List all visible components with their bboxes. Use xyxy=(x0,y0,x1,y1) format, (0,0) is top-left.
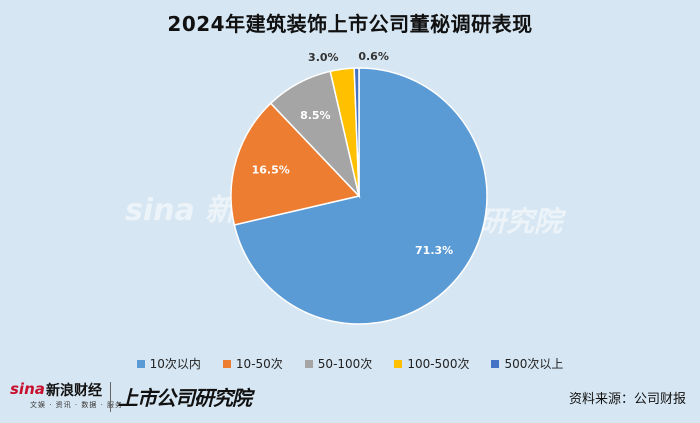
pie-slice-2 xyxy=(230,102,361,226)
data-source: 资料来源：公司财报 xyxy=(568,392,686,407)
legend-label-1: 10次以内 xyxy=(149,357,201,371)
sina-finance-subtitle: 文娱 · 资讯 · 数据 · 服务 xyxy=(30,401,124,409)
legend-item-5: 500次以上 xyxy=(491,355,563,372)
research-institute-logo: 上市公司研究院 xyxy=(118,386,252,410)
legend-label-2: 10-50次 xyxy=(235,357,283,371)
legend-item-4: 100-500次 xyxy=(394,355,469,372)
sina-logo: sina xyxy=(10,380,45,398)
legend-label-4: 100-500次 xyxy=(407,357,470,371)
pie-data-label-1: 71.3% xyxy=(415,244,453,257)
pie-data-label-5: 0.6% xyxy=(358,50,389,63)
pie-data-label-2: 16.5% xyxy=(252,164,290,177)
legend-swatch-5 xyxy=(491,359,500,368)
pie-data-label-3: 8.5% xyxy=(300,109,331,122)
sina-finance-logo-text: 新浪财经 xyxy=(46,383,102,399)
legend-swatch-1 xyxy=(136,359,145,368)
logo-divider xyxy=(110,382,111,412)
chart-title: 2024年建筑装饰上市公司董秘调研表现 xyxy=(167,12,533,36)
pie-slice-5 xyxy=(353,67,360,197)
legend-swatch-3 xyxy=(304,359,313,368)
pie-slice-1 xyxy=(233,67,488,325)
legend-item-1: 10次以内 xyxy=(136,355,201,372)
legend-swatch-2 xyxy=(222,359,231,368)
legend-swatch-4 xyxy=(394,359,403,368)
chart-legend: 10次以内 10-50次 50-100次 100-500次 500次以上 xyxy=(0,355,700,372)
legend-label-5: 500次以上 xyxy=(504,357,564,371)
legend-label-3: 50-100次 xyxy=(317,357,373,371)
legend-item-2: 10-50次 xyxy=(222,355,283,372)
footer: sina 新浪财经 文娱 · 资讯 · 数据 · 服务 上市公司研究院 资料来源… xyxy=(0,376,700,423)
pie-data-label-4: 3.0% xyxy=(308,51,339,64)
legend-item-3: 50-100次 xyxy=(304,355,373,372)
